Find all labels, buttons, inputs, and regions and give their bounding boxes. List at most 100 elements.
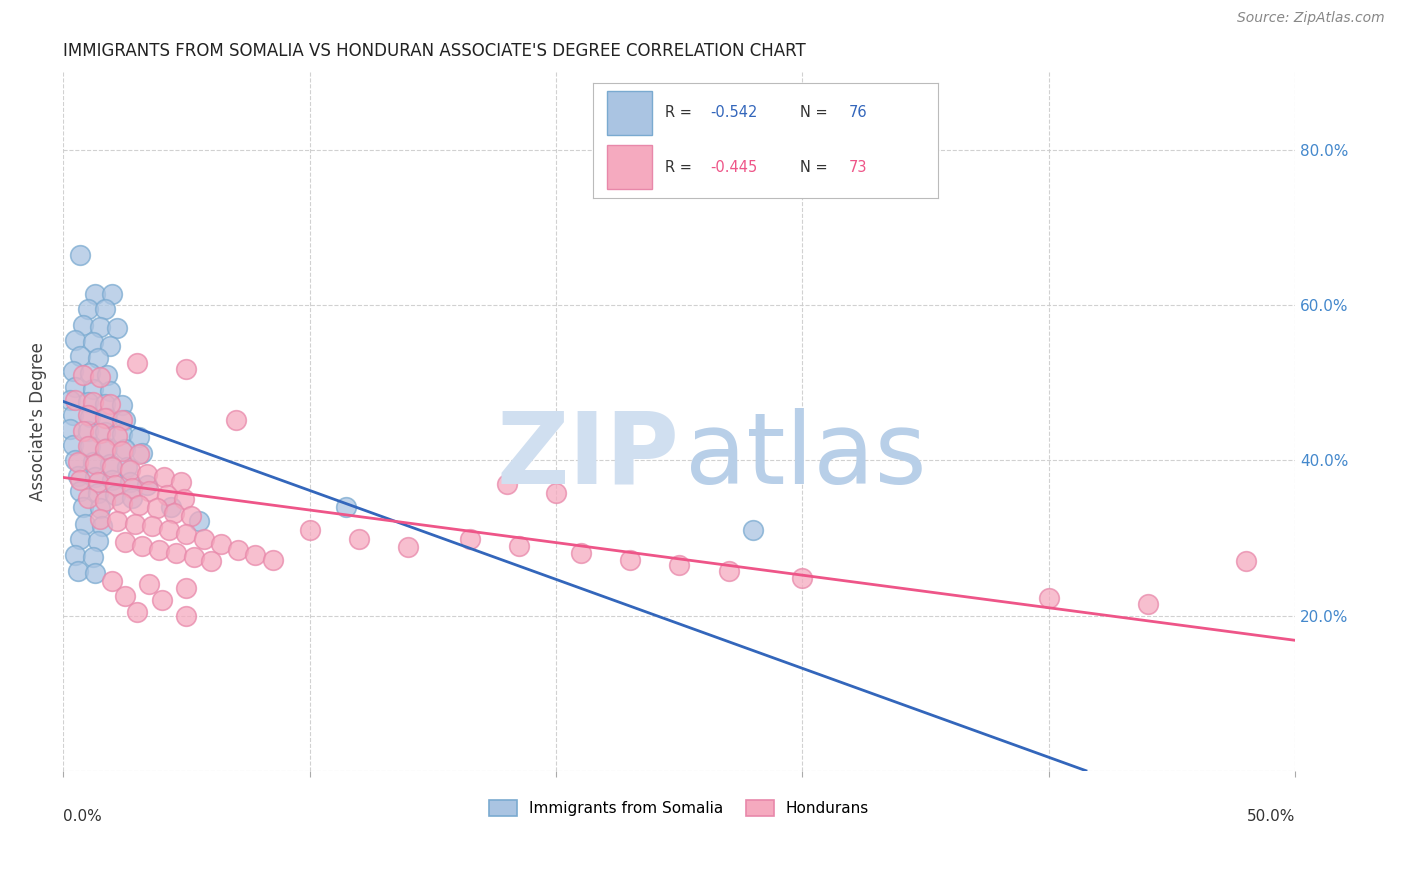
Point	[89, 501, 111, 516]
Point	[96, 368, 118, 382]
Point	[148, 542, 170, 557]
Point	[72, 424, 94, 438]
Point	[72, 318, 94, 332]
Point	[544, 486, 567, 500]
Point	[495, 476, 517, 491]
Point	[226, 542, 249, 557]
Point	[96, 411, 118, 425]
Point	[173, 492, 195, 507]
Point	[94, 397, 117, 411]
Point	[82, 382, 104, 396]
Point	[128, 447, 150, 461]
Text: 50.0%: 50.0%	[1247, 809, 1295, 824]
Point	[101, 286, 124, 301]
Point	[128, 430, 150, 444]
Point	[98, 397, 121, 411]
Point	[298, 523, 321, 537]
Point	[104, 478, 127, 492]
Point	[111, 444, 134, 458]
Point	[180, 509, 202, 524]
Point	[98, 384, 121, 398]
Point	[118, 475, 141, 489]
Point	[245, 548, 267, 562]
Point	[76, 424, 98, 438]
Point	[66, 468, 89, 483]
Point	[114, 442, 136, 457]
Point	[66, 564, 89, 578]
Point	[65, 392, 87, 407]
Point	[138, 484, 160, 499]
Point	[1136, 597, 1159, 611]
Point	[89, 426, 111, 441]
Point	[792, 571, 814, 585]
Point	[84, 470, 107, 484]
Text: atlas: atlas	[685, 408, 927, 505]
Point	[114, 534, 136, 549]
Text: IMMIGRANTS FROM SOMALIA VS HONDURAN ASSOCIATE'S DEGREE CORRELATION CHART: IMMIGRANTS FROM SOMALIA VS HONDURAN ASSO…	[63, 42, 806, 60]
Point	[66, 455, 89, 469]
Point	[150, 593, 173, 607]
Point	[76, 439, 98, 453]
Point	[262, 552, 284, 566]
Point	[82, 335, 104, 350]
Point	[75, 516, 97, 531]
Point	[209, 537, 232, 551]
Point	[69, 473, 91, 487]
Point	[84, 566, 107, 580]
Point	[111, 496, 134, 510]
Point	[86, 486, 108, 500]
Point	[94, 425, 117, 440]
Point	[101, 459, 124, 474]
Point	[82, 395, 104, 409]
Point	[59, 392, 82, 407]
Point	[72, 500, 94, 514]
Point	[335, 500, 357, 514]
Point	[101, 574, 124, 588]
Point	[124, 516, 146, 531]
Point	[89, 511, 111, 525]
Point	[508, 539, 530, 553]
Point	[79, 367, 101, 381]
Point	[174, 582, 197, 596]
Point	[111, 398, 134, 412]
Point	[82, 550, 104, 565]
Point	[91, 519, 114, 533]
Point	[86, 534, 108, 549]
Point	[118, 463, 141, 477]
Point	[94, 493, 117, 508]
Point	[170, 475, 193, 489]
Point	[79, 439, 101, 453]
Point	[128, 499, 150, 513]
Point	[79, 409, 101, 424]
Point	[135, 478, 157, 492]
Y-axis label: Associate's Degree: Associate's Degree	[30, 343, 46, 501]
Point	[76, 395, 98, 409]
Point	[62, 409, 84, 423]
Point	[104, 488, 127, 502]
Point	[69, 349, 91, 363]
Point	[225, 413, 247, 427]
Point	[111, 427, 134, 442]
Point	[65, 453, 87, 467]
Point	[89, 369, 111, 384]
Point	[72, 368, 94, 382]
Point	[138, 577, 160, 591]
Point	[131, 445, 153, 459]
Point	[200, 554, 222, 568]
Legend: Immigrants from Somalia, Hondurans: Immigrants from Somalia, Hondurans	[484, 794, 876, 822]
Point	[105, 321, 128, 335]
Point	[65, 548, 87, 562]
Point	[458, 533, 481, 547]
Point	[98, 457, 121, 471]
Point	[1234, 554, 1257, 568]
Point	[145, 501, 167, 516]
Point	[84, 286, 107, 301]
Point	[82, 455, 104, 469]
Point	[76, 301, 98, 316]
Point	[183, 550, 205, 565]
Point	[76, 409, 98, 423]
Point	[742, 523, 765, 537]
Point	[105, 428, 128, 442]
Point	[115, 459, 138, 474]
Point	[121, 481, 143, 495]
